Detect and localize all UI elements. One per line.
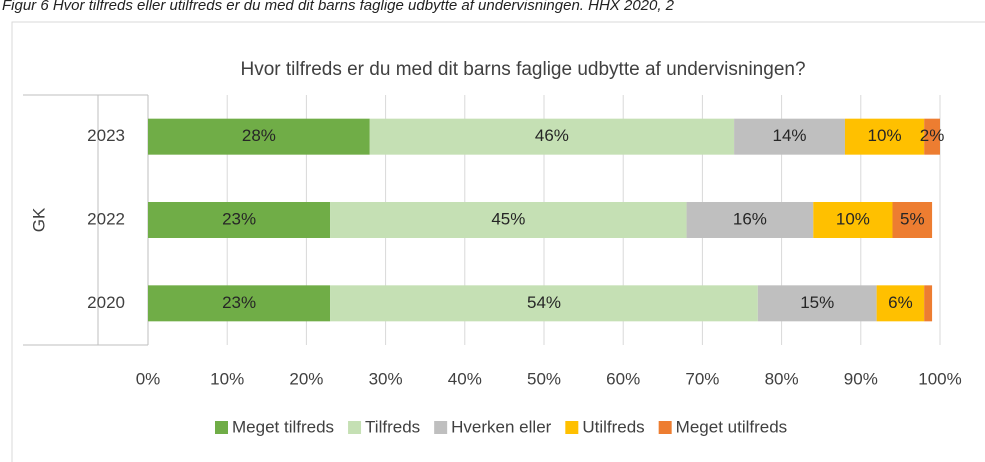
bar-segment [844,118,925,155]
bar-segment [330,285,758,322]
bar-segment [757,285,877,322]
legend-label: Hverken eller [451,417,551,436]
value-label: 16% [733,209,767,228]
value-label: 28% [242,126,276,145]
x-tick-label: 90% [844,369,878,388]
caption: Figur 6 Hvor tilfreds eller utilfreds er… [2,0,675,14]
x-tick-label: 40% [448,369,482,388]
x-tick-label: 50% [527,369,561,388]
value-label: 23% [222,293,256,312]
legend-swatch [565,421,579,434]
bar-segment [148,285,331,322]
chart-frame [11,21,985,462]
legend-swatch [434,421,448,434]
bar-segment [924,118,940,155]
x-tick-label: 70% [685,369,719,388]
value-label: 14% [773,126,807,145]
bar-segment [686,202,814,238]
legend-label: Utilfreds [582,417,644,436]
legend-swatch [348,421,362,434]
value-label: 46% [535,126,569,145]
bar-segment [813,202,893,238]
value-label: 10% [868,126,902,145]
legend-label: Meget tilfreds [232,417,334,436]
value-label: 10% [836,209,870,228]
group-label: GK [29,207,48,232]
x-tick-label: 0% [136,369,161,388]
bar-segment [734,118,845,155]
legend-label: Meget utilfreds [676,417,788,436]
x-tick-label: 30% [369,369,403,388]
chart-title: Hvor tilfreds er du med dit barns faglig… [240,59,805,80]
x-tick-label: 80% [765,369,799,388]
bar-segment [330,202,687,238]
legend-label: Tilfreds [365,417,420,436]
bar-segment [148,202,331,238]
legend-swatch [658,421,672,434]
x-tick-label: 10% [210,369,244,388]
bar-segment [924,285,933,322]
value-label: 5% [900,209,925,228]
bar-segment [369,118,735,155]
y-tick-label: 2022 [87,209,125,228]
legend-swatch [215,421,228,434]
x-tick-label: 60% [606,369,640,388]
value-label: 54% [527,293,561,312]
value-label: 23% [222,209,256,228]
bar-segment [148,118,370,155]
y-tick-label: 2020 [87,293,125,312]
bar-segment [892,202,933,238]
bar-segment [876,285,925,322]
value-label: 2% [920,126,945,145]
value-label: 15% [800,293,834,312]
x-tick-label: 100% [918,369,961,388]
x-tick-label: 20% [289,369,323,388]
value-label: 6% [888,293,913,312]
y-tick-label: 2023 [87,126,125,145]
value-label: 45% [491,209,525,228]
